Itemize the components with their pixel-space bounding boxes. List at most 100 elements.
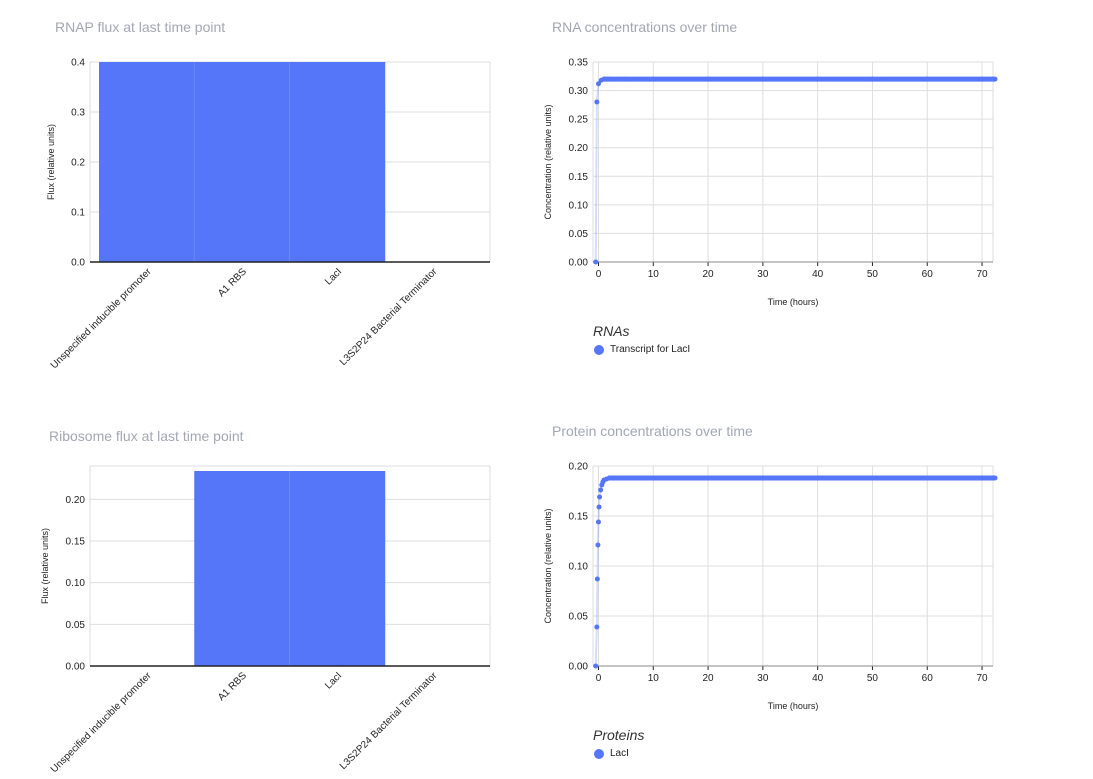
- x-tick-label: A1 RBS: [216, 266, 249, 299]
- y-tick-label: 0.30: [569, 86, 589, 97]
- data-point: [815, 76, 821, 82]
- series-line-light: [594, 78, 993, 263]
- data-point: [612, 475, 618, 481]
- data-point: [869, 76, 875, 82]
- x-tick-label: L3S2P24 Bacterial Terminator: [338, 670, 440, 772]
- y-tick-label: 0.10: [569, 200, 589, 211]
- data-point: [593, 259, 599, 265]
- x-tick-label: 60: [922, 673, 934, 684]
- data-point: [924, 475, 930, 481]
- y-tick-label: 0.20: [569, 462, 589, 473]
- x-tick-label: 30: [757, 673, 769, 684]
- y-tick-label: 0.10: [569, 562, 589, 573]
- y-tick-label: 0.05: [569, 229, 589, 240]
- x-tick-label: 0: [596, 269, 602, 280]
- data-point: [705, 475, 711, 481]
- legend-label: Transcript for LacI: [610, 344, 691, 355]
- y-tick-label: 0.00: [66, 662, 86, 673]
- y-tick-label: 0.15: [66, 537, 86, 548]
- data-point: [760, 76, 766, 82]
- y-tick-label: 0.0: [71, 258, 85, 269]
- x-tick-label: LacI: [323, 670, 344, 691]
- x-axis-label: Time (hours): [768, 701, 819, 711]
- line-chart-1: 0.00 0.05 0.10 0.15 0.20 0.25 0.30 0.35 0 10 20 30 4…: [543, 58, 998, 307]
- legend-title-rnas: RNAs: [593, 323, 630, 339]
- legend-item-rna[interactable]: Transcript for LacI: [594, 344, 690, 355]
- x-tick-label: 0: [596, 673, 602, 684]
- data-point: [979, 76, 985, 82]
- data-point: [593, 663, 599, 669]
- data-point: [924, 76, 930, 82]
- y-tick-label: 0.05: [569, 612, 589, 623]
- data-point: [705, 76, 711, 82]
- data-point: [990, 475, 996, 481]
- x-tick-label: LacI: [323, 266, 344, 287]
- x-tick-label: Unspecified inducible promoter: [49, 266, 154, 371]
- data-point: [623, 475, 629, 481]
- data-point: [650, 475, 656, 481]
- x-tick-label: 20: [703, 269, 715, 280]
- y-tick-label: 0.20: [569, 143, 589, 154]
- data-point: [601, 76, 607, 82]
- legend-title-proteins: Proteins: [593, 727, 645, 743]
- data-point: [595, 542, 601, 548]
- x-tick-label: 70: [976, 673, 988, 684]
- x-tick-label: A1 RBS: [216, 670, 249, 703]
- x-tick-label: L3S2P24 Bacterial Terminator: [338, 266, 440, 368]
- chart-title-rnap-flux: RNAP flux at last time point: [55, 19, 226, 35]
- y-tick-label: 0.2: [71, 158, 85, 169]
- x-tick-label: 40: [812, 269, 824, 280]
- x-axis-label: Time (hours): [768, 297, 819, 307]
- y-tick-label: 0.35: [569, 58, 589, 69]
- y-tick-label: 0.1: [71, 208, 85, 219]
- y-tick-label: 0.25: [569, 115, 589, 126]
- data-point: [594, 576, 600, 582]
- data-point: [815, 475, 821, 481]
- data-point: [595, 81, 601, 87]
- data-point: [650, 76, 656, 82]
- data-point: [760, 475, 766, 481]
- x-tick-label: 10: [648, 673, 660, 684]
- data-point: [598, 487, 604, 493]
- y-tick-label: 0.3: [71, 108, 85, 119]
- y-tick-label: 0.10: [66, 578, 86, 589]
- bar: [289, 62, 386, 262]
- data-point: [594, 624, 600, 630]
- y-tick-label: 0.00: [569, 258, 589, 269]
- y-axis-label: Flux (relative units): [40, 528, 50, 604]
- data-point: [990, 76, 996, 82]
- legend-label: LacI: [610, 748, 629, 759]
- x-tick-label: 30: [757, 269, 769, 280]
- x-tick-label: 20: [703, 673, 715, 684]
- y-tick-label: 0.00: [569, 662, 589, 673]
- legend-item-protein[interactable]: LacI: [594, 748, 629, 759]
- x-tick-label: 40: [812, 673, 824, 684]
- bar-chart-0: 0.0 0.1 0.2 0.3 0.4 Unspecified inducible pro…: [46, 58, 491, 371]
- y-tick-label: 0.15: [569, 512, 589, 523]
- chart-title-rna-concentrations: RNA concentrations over time: [552, 19, 738, 35]
- x-tick-label: 50: [867, 673, 879, 684]
- bar: [289, 471, 386, 666]
- data-point: [596, 504, 602, 510]
- x-tick-label: 60: [922, 269, 934, 280]
- series-line-light: [594, 477, 993, 667]
- legend-dot-icon: [594, 344, 604, 355]
- x-tick-label: 50: [867, 269, 879, 280]
- data-point: [597, 494, 603, 500]
- bar: [99, 62, 195, 262]
- data-point: [979, 475, 985, 481]
- data-point: [869, 475, 875, 481]
- bar-chart-2: 0.00 0.05 0.10 0.15 0.20 Unspecified inducibl…: [40, 465, 491, 775]
- x-tick-label: 10: [648, 269, 660, 280]
- y-axis-label: Concentration (relative units): [543, 104, 553, 219]
- bar: [194, 471, 290, 666]
- data-point: [594, 99, 600, 105]
- y-tick-label: 0.20: [66, 495, 86, 506]
- chart-title-protein-concentrations: Protein concentrations over time: [552, 423, 753, 439]
- y-tick-label: 0.15: [569, 172, 589, 183]
- data-point: [606, 76, 612, 82]
- chart-title-ribosome-flux: Ribosome flux at last time point: [49, 428, 244, 444]
- y-axis-label: Flux (relative units): [46, 124, 56, 200]
- data-point: [606, 475, 612, 481]
